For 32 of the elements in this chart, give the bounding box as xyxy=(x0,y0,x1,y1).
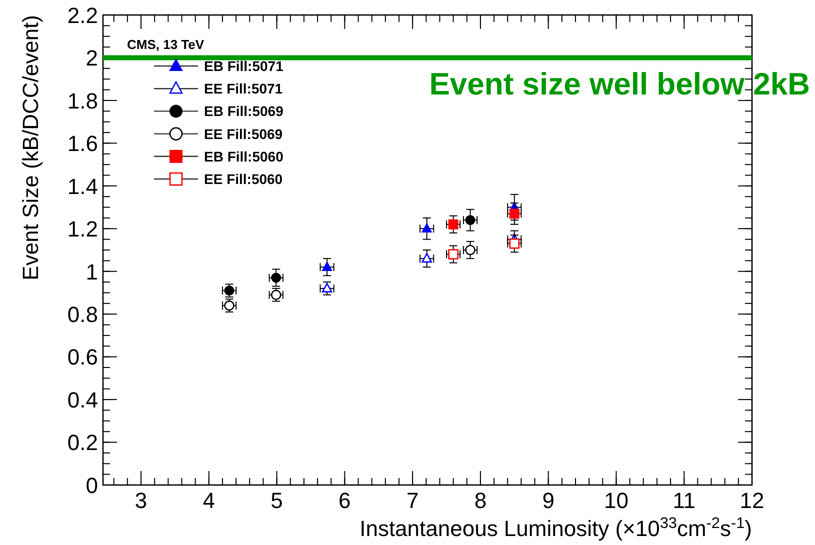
legend-label: EB Fill:5060 xyxy=(204,148,284,164)
y-tick-label: 2.2 xyxy=(67,2,98,28)
legend-label: EE Fill:5069 xyxy=(204,126,283,142)
y-tick-label: 0.8 xyxy=(67,302,98,328)
x-tick-label: 4 xyxy=(202,488,216,513)
x-tick-label: 7 xyxy=(406,488,419,513)
y-tick-label: 0.6 xyxy=(67,344,98,370)
y-tick-label: 0.4 xyxy=(67,387,98,412)
annotation: CMS, 13 TeV xyxy=(127,37,204,52)
y-tick-label: 1.8 xyxy=(67,88,98,114)
legend-label: EB Fill:5069 xyxy=(204,103,284,120)
x-tick-label: 9 xyxy=(542,488,554,513)
y-tick-label: 1.4 xyxy=(67,174,98,199)
y-tick-label: 1.6 xyxy=(67,131,98,156)
x-tick-label: 3 xyxy=(134,488,148,513)
y-tick-label: 0.2 xyxy=(67,430,98,456)
x-axis-title: Instantaneous Luminosity (×10$^{33}$cm$^{-2}$s$^{-1}$) xyxy=(360,514,752,541)
x-tick-label: 5 xyxy=(270,488,283,513)
x-tick-label: 6 xyxy=(338,488,351,513)
y-axis-title: Event Size (kB/DCC/event) xyxy=(18,15,43,280)
y-tick-label: 2 xyxy=(86,46,98,71)
ref-line-label: Event size well below 2kB xyxy=(429,66,810,102)
x-tick-label: 10 xyxy=(604,488,628,513)
x-tick-label: 12 xyxy=(740,488,764,513)
y-tick-label: 1.2 xyxy=(67,216,98,242)
legend-label: EB Fill:5071 xyxy=(204,58,284,74)
y-tick-label: 0 xyxy=(86,472,98,498)
x-tick-label: 11 xyxy=(672,488,696,513)
legend-label: EE Fill:5060 xyxy=(204,171,283,188)
legend-label: EE Fill:5071 xyxy=(204,80,283,97)
y-tick-label: 1 xyxy=(86,259,98,284)
x-tick-label: 8 xyxy=(474,488,487,513)
